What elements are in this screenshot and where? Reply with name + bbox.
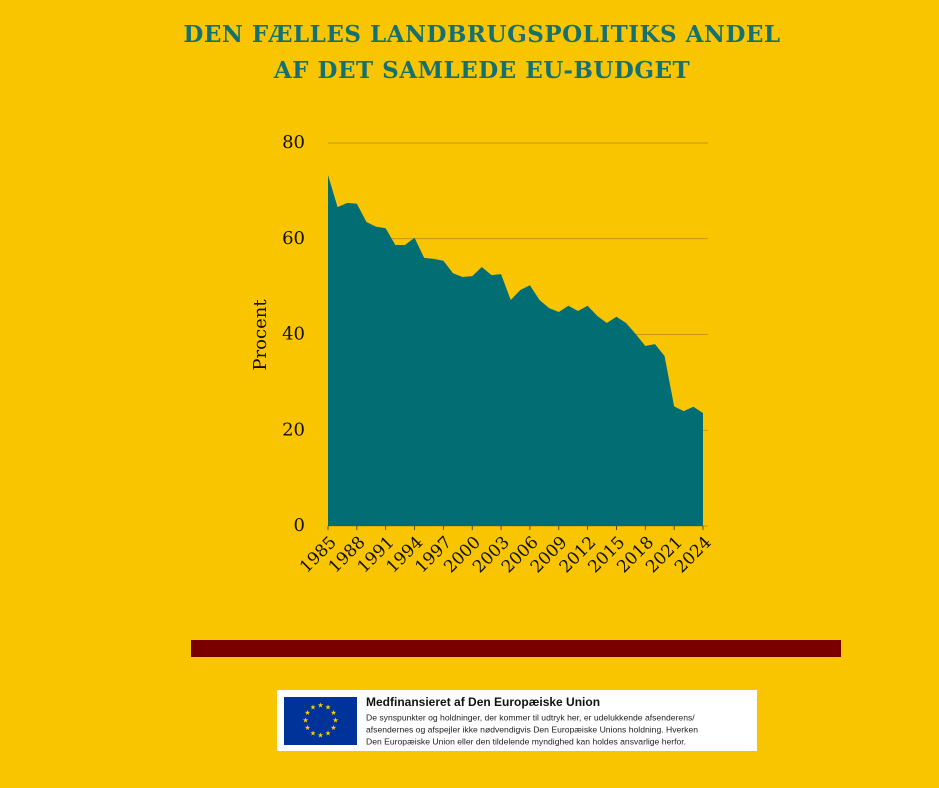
y-tick-label: 80	[282, 132, 305, 153]
eu-star: ★	[330, 709, 336, 717]
y-tick-label: 20	[282, 419, 305, 440]
eu-disclaimer: afsendernes og afspejler ikke nødvendigv…	[366, 724, 698, 734]
eu-star: ★	[325, 730, 331, 738]
eu-heading: Medfinansieret af Den Europæiske Union	[366, 695, 600, 709]
eu-star: ★	[325, 704, 331, 712]
y-tick-label: 60	[282, 228, 305, 249]
chart-title: DEN FÆLLES LANDBRUGSPOLITIKS ANDEL	[183, 21, 780, 48]
eu-star: ★	[302, 717, 308, 725]
eu-stars: ★ ★★★★★★★★★★★	[302, 702, 338, 740]
chart-title: AF DET SAMLEDE EU-BUDGET	[273, 57, 690, 84]
eu-star: ★	[330, 724, 336, 732]
eu-disclaimer: Den Europæiske Union eller den tildelend…	[366, 736, 686, 746]
eu-star: ★	[310, 704, 316, 712]
eu-star: ★	[317, 702, 323, 710]
eu-flag	[284, 697, 357, 745]
eu-disclaimer: De synspunkter og holdninger, der kommer…	[366, 712, 695, 722]
y-axis-label: Procent	[250, 299, 271, 371]
divider-bar	[191, 640, 841, 657]
y-tick-label: 0	[294, 515, 305, 536]
eu-star: ★	[304, 709, 310, 717]
area	[328, 175, 703, 527]
eu-star: ★	[332, 717, 338, 725]
eu-star: ★	[310, 730, 316, 738]
eu-star: ★	[304, 724, 310, 732]
y-tick-label: 40	[282, 324, 305, 345]
eu-star: ★	[317, 732, 323, 740]
